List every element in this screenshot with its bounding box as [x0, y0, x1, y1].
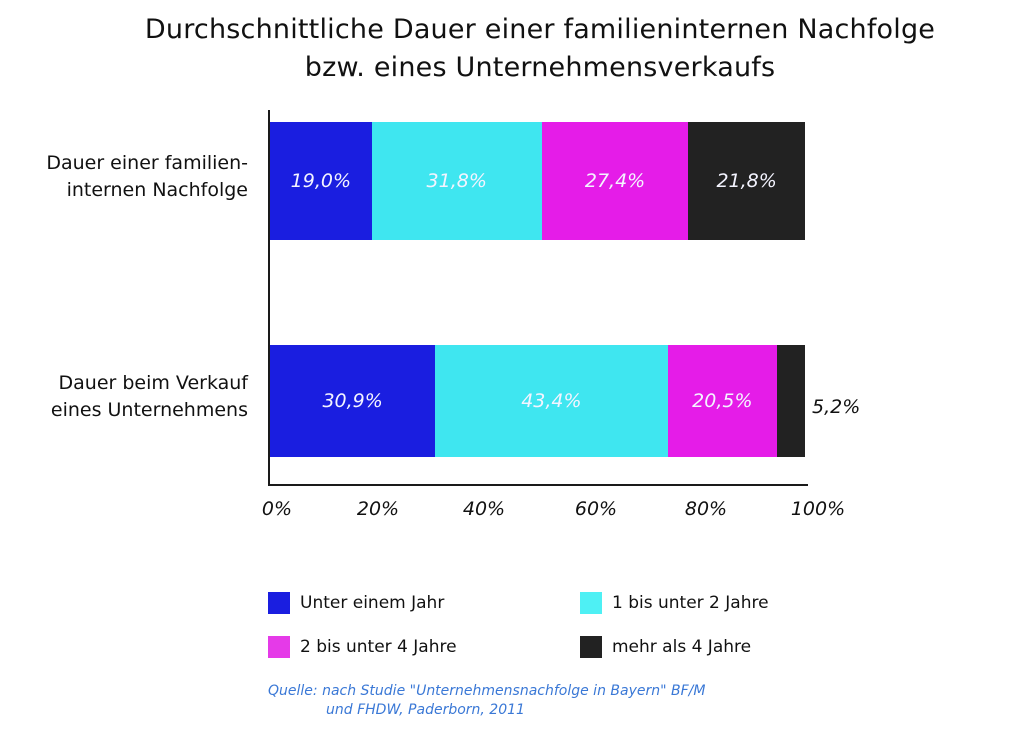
x-tick-20: 20% — [356, 498, 400, 520]
source-note: Quelle: nach Studie "Unternehmensnachfol… — [268, 682, 705, 720]
bar-segment: 19,0% — [270, 122, 372, 240]
x-tick-80: 80% — [684, 498, 728, 520]
legend-swatch-icon — [268, 636, 290, 658]
legend-swatch-icon — [580, 592, 602, 614]
legend-swatch-icon — [580, 636, 602, 658]
legend-label: 1 bis unter 2 Jahre — [612, 593, 769, 613]
category-label-line: internen Nachfolge — [66, 179, 248, 201]
y-axis-line — [268, 110, 270, 486]
source-line-2: und FHDW, Paderborn, 2011 — [326, 702, 525, 718]
category-label-line: Dauer beim Verkauf — [58, 372, 249, 394]
bar-segment: 21,8% — [688, 122, 805, 240]
category-label-company-sale: Dauer beim Verkauf eines Unternehmens — [51, 370, 248, 424]
segment-label-outside: 5,2% — [812, 396, 861, 418]
legend-label: mehr als 4 Jahre — [612, 637, 752, 657]
x-axis-line — [268, 484, 808, 486]
x-tick-60: 60% — [574, 498, 618, 520]
source-line-1: Quelle: nach Studie "Unternehmensnachfol… — [268, 683, 706, 699]
legend-item-over-4-years: mehr als 4 Jahre — [580, 636, 751, 658]
stacked-bar-company-sale: 30,9% 43,4% 20,5% — [270, 345, 805, 457]
x-tick-0: 0% — [261, 498, 293, 520]
bar-segment: 27,4% — [541, 122, 689, 240]
category-label-family-succession: Dauer einer familien- internen Nachfolge — [46, 150, 248, 204]
chart-title-line-1: Durchschnittliche Dauer einer familienin… — [144, 14, 936, 45]
legend-item-under-1-year: Unter einem Jahr — [268, 592, 444, 614]
legend-item-1-to-2-years: 1 bis unter 2 Jahre — [580, 592, 769, 614]
x-tick-100: 100% — [790, 498, 846, 520]
category-label-line: Dauer einer familien- — [46, 152, 248, 174]
legend-label: 2 bis unter 4 Jahre — [300, 637, 457, 657]
legend-swatch-icon — [268, 592, 290, 614]
legend-label: Unter einem Jahr — [300, 593, 445, 613]
stacked-bar-family-succession: 19,0% 31,8% 27,4% 21,8% — [270, 122, 805, 240]
category-label-line: eines Unternehmens — [50, 399, 248, 421]
bar-segment: 31,8% — [371, 122, 542, 240]
bar-segment — [777, 345, 805, 457]
x-tick-40: 40% — [462, 498, 506, 520]
bar-segment: 20,5% — [667, 345, 778, 457]
bar-segment: 43,4% — [435, 345, 668, 457]
legend-item-2-to-4-years: 2 bis unter 4 Jahre — [268, 636, 457, 658]
bar-segment: 30,9% — [270, 345, 436, 457]
chart-title-line-2: bzw. eines Unternehmensverkaufs — [304, 52, 776, 83]
